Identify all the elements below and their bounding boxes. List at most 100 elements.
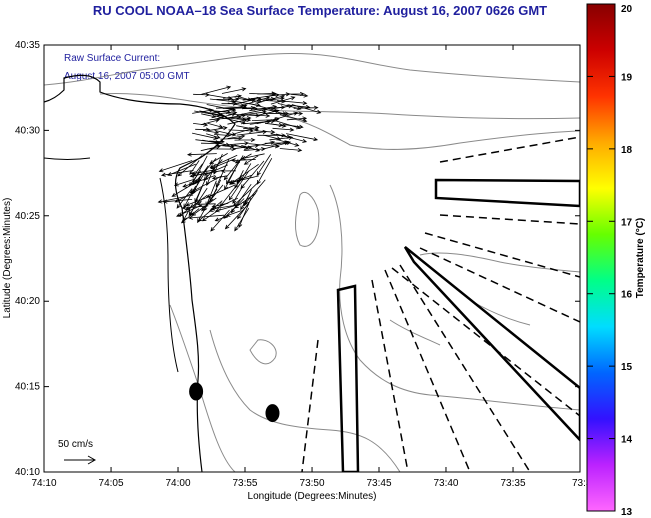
x-tick-label: 73:40	[433, 478, 458, 489]
current-vector-arrow	[220, 168, 236, 174]
x-tick-label: 73:45	[366, 478, 391, 489]
current-vector-arrow	[200, 118, 221, 125]
current-vector-arrow	[234, 143, 260, 150]
annotation-line-1: Raw Surface Current:	[64, 53, 161, 64]
current-vector-arrow	[210, 209, 230, 232]
coastline-inner	[44, 157, 179, 373]
current-vector-arrow	[222, 141, 250, 146]
current-vector-arrow	[200, 141, 221, 146]
current-vector-arrow	[286, 133, 319, 142]
colorbar-tick-label: 14	[621, 435, 633, 446]
current-vector-arrow	[186, 152, 217, 157]
current-vector-arrow	[234, 98, 256, 105]
x-tick-label: 74:00	[166, 478, 191, 489]
x-tick-label: 73:3	[572, 478, 592, 489]
current-vector-arrow	[228, 175, 259, 184]
current-vector-arrow	[207, 147, 237, 152]
x-tick-label: 73:35	[501, 478, 526, 489]
current-vector-arrow	[192, 132, 219, 140]
current-vector-arrow	[214, 133, 232, 138]
y-tick-label: 40:15	[15, 382, 40, 393]
colorbar-tick-label: 15	[621, 362, 633, 373]
current-vector-arrow	[272, 127, 295, 132]
current-vector-arrow	[240, 153, 265, 160]
current-vector-arrow	[160, 170, 194, 177]
current-vector-arrow	[258, 109, 280, 116]
current-vector-arrow	[231, 158, 256, 163]
current-vector-arrow	[237, 190, 258, 220]
current-vector-arrow	[189, 169, 224, 178]
current-vector-arrow	[224, 203, 250, 230]
x-axis-label: Longitude (Degrees:Minutes)	[248, 491, 377, 502]
current-vector-arrow	[206, 163, 216, 187]
current-vector-arrow	[291, 104, 322, 114]
current-vector-arrow	[243, 155, 259, 165]
current-vector-arrow	[262, 140, 292, 150]
current-vector-arrow	[211, 202, 229, 209]
scale-arrow	[64, 455, 97, 465]
current-vector-arrow	[176, 188, 193, 209]
plot-frame	[43, 44, 581, 473]
current-vector-arrow	[255, 94, 286, 104]
current-vector-arrow	[278, 111, 299, 119]
current-vector-arrow	[248, 93, 280, 100]
current-vector-arrow	[209, 139, 225, 144]
current-vector-arrow	[181, 205, 209, 210]
current-vector-arrow	[189, 160, 200, 176]
x-tick-label: 73:50	[300, 478, 325, 489]
y-axis-label: Latitude (Degrees:Minutes)	[2, 198, 13, 319]
current-vector-arrow	[214, 215, 230, 222]
x-tick-label: 74:05	[99, 478, 124, 489]
dashed-boundary-lines	[301, 136, 580, 472]
y-tick-label: 40:10	[15, 467, 40, 478]
current-vector-arrow	[256, 117, 280, 125]
current-vector-arrow	[225, 210, 242, 217]
current-vector-arrow	[182, 203, 193, 222]
map-layers	[44, 53, 580, 472]
current-vector-arrow	[158, 160, 193, 173]
y-tick-label: 40:30	[15, 125, 40, 136]
current-vector-arrow	[227, 134, 246, 139]
colorbar-tick-label: 16	[621, 290, 633, 301]
buoy-marker	[189, 382, 204, 401]
current-vector-arrow	[223, 94, 242, 99]
surface-current-vectors	[157, 85, 322, 232]
current-vector-arrow	[242, 96, 271, 106]
colorbar-tick-label: 19	[621, 72, 633, 83]
current-vector-arrow	[216, 97, 240, 102]
current-vector-arrow	[236, 129, 268, 136]
buoy-markers	[189, 382, 280, 423]
current-vector-arrow	[214, 203, 242, 213]
bathymetry-contours	[44, 53, 580, 472]
current-vector-arrow	[236, 125, 259, 132]
current-vector-arrow	[279, 147, 303, 153]
colorbar-tick-label: 13	[621, 507, 633, 518]
current-vector-arrow	[188, 214, 225, 220]
chart-title: RU COOL NOAA–18 Sea Surface Temperature:…	[92, 3, 548, 18]
colorbar	[586, 3, 616, 512]
colorbar-ticks: 13 14 15 16 17 18 19 20	[587, 3, 633, 518]
current-vector-arrow	[221, 101, 238, 106]
colorbar-tick-label: 18	[621, 145, 633, 156]
current-vector-arrow	[200, 145, 221, 152]
current-vector-arrow	[182, 175, 216, 188]
current-vector-arrow	[171, 178, 202, 197]
current-vector-arrow	[201, 85, 232, 95]
current-vector-arrow	[207, 122, 224, 129]
current-vector-arrow	[213, 112, 237, 120]
x-tick-label: 74:10	[31, 478, 56, 489]
colorbar-label: Temperature (°C)	[635, 218, 646, 299]
current-vector-arrow	[236, 107, 268, 116]
current-vector-arrow	[293, 105, 319, 110]
current-vector-arrow	[257, 91, 277, 96]
current-vector-arrow	[201, 208, 222, 222]
disposal-site-outlines	[336, 178, 580, 472]
current-vector-arrow	[240, 160, 265, 189]
current-vector-arrow	[271, 104, 293, 110]
y-axis-ticks: 40:35 40:30 40:25 40:20 40:15 40:10	[15, 40, 580, 478]
current-vector-arrow	[207, 126, 228, 132]
current-vector-arrow	[228, 170, 250, 201]
current-vector-arrow	[286, 116, 308, 121]
x-tick-label: 73:55	[232, 478, 257, 489]
